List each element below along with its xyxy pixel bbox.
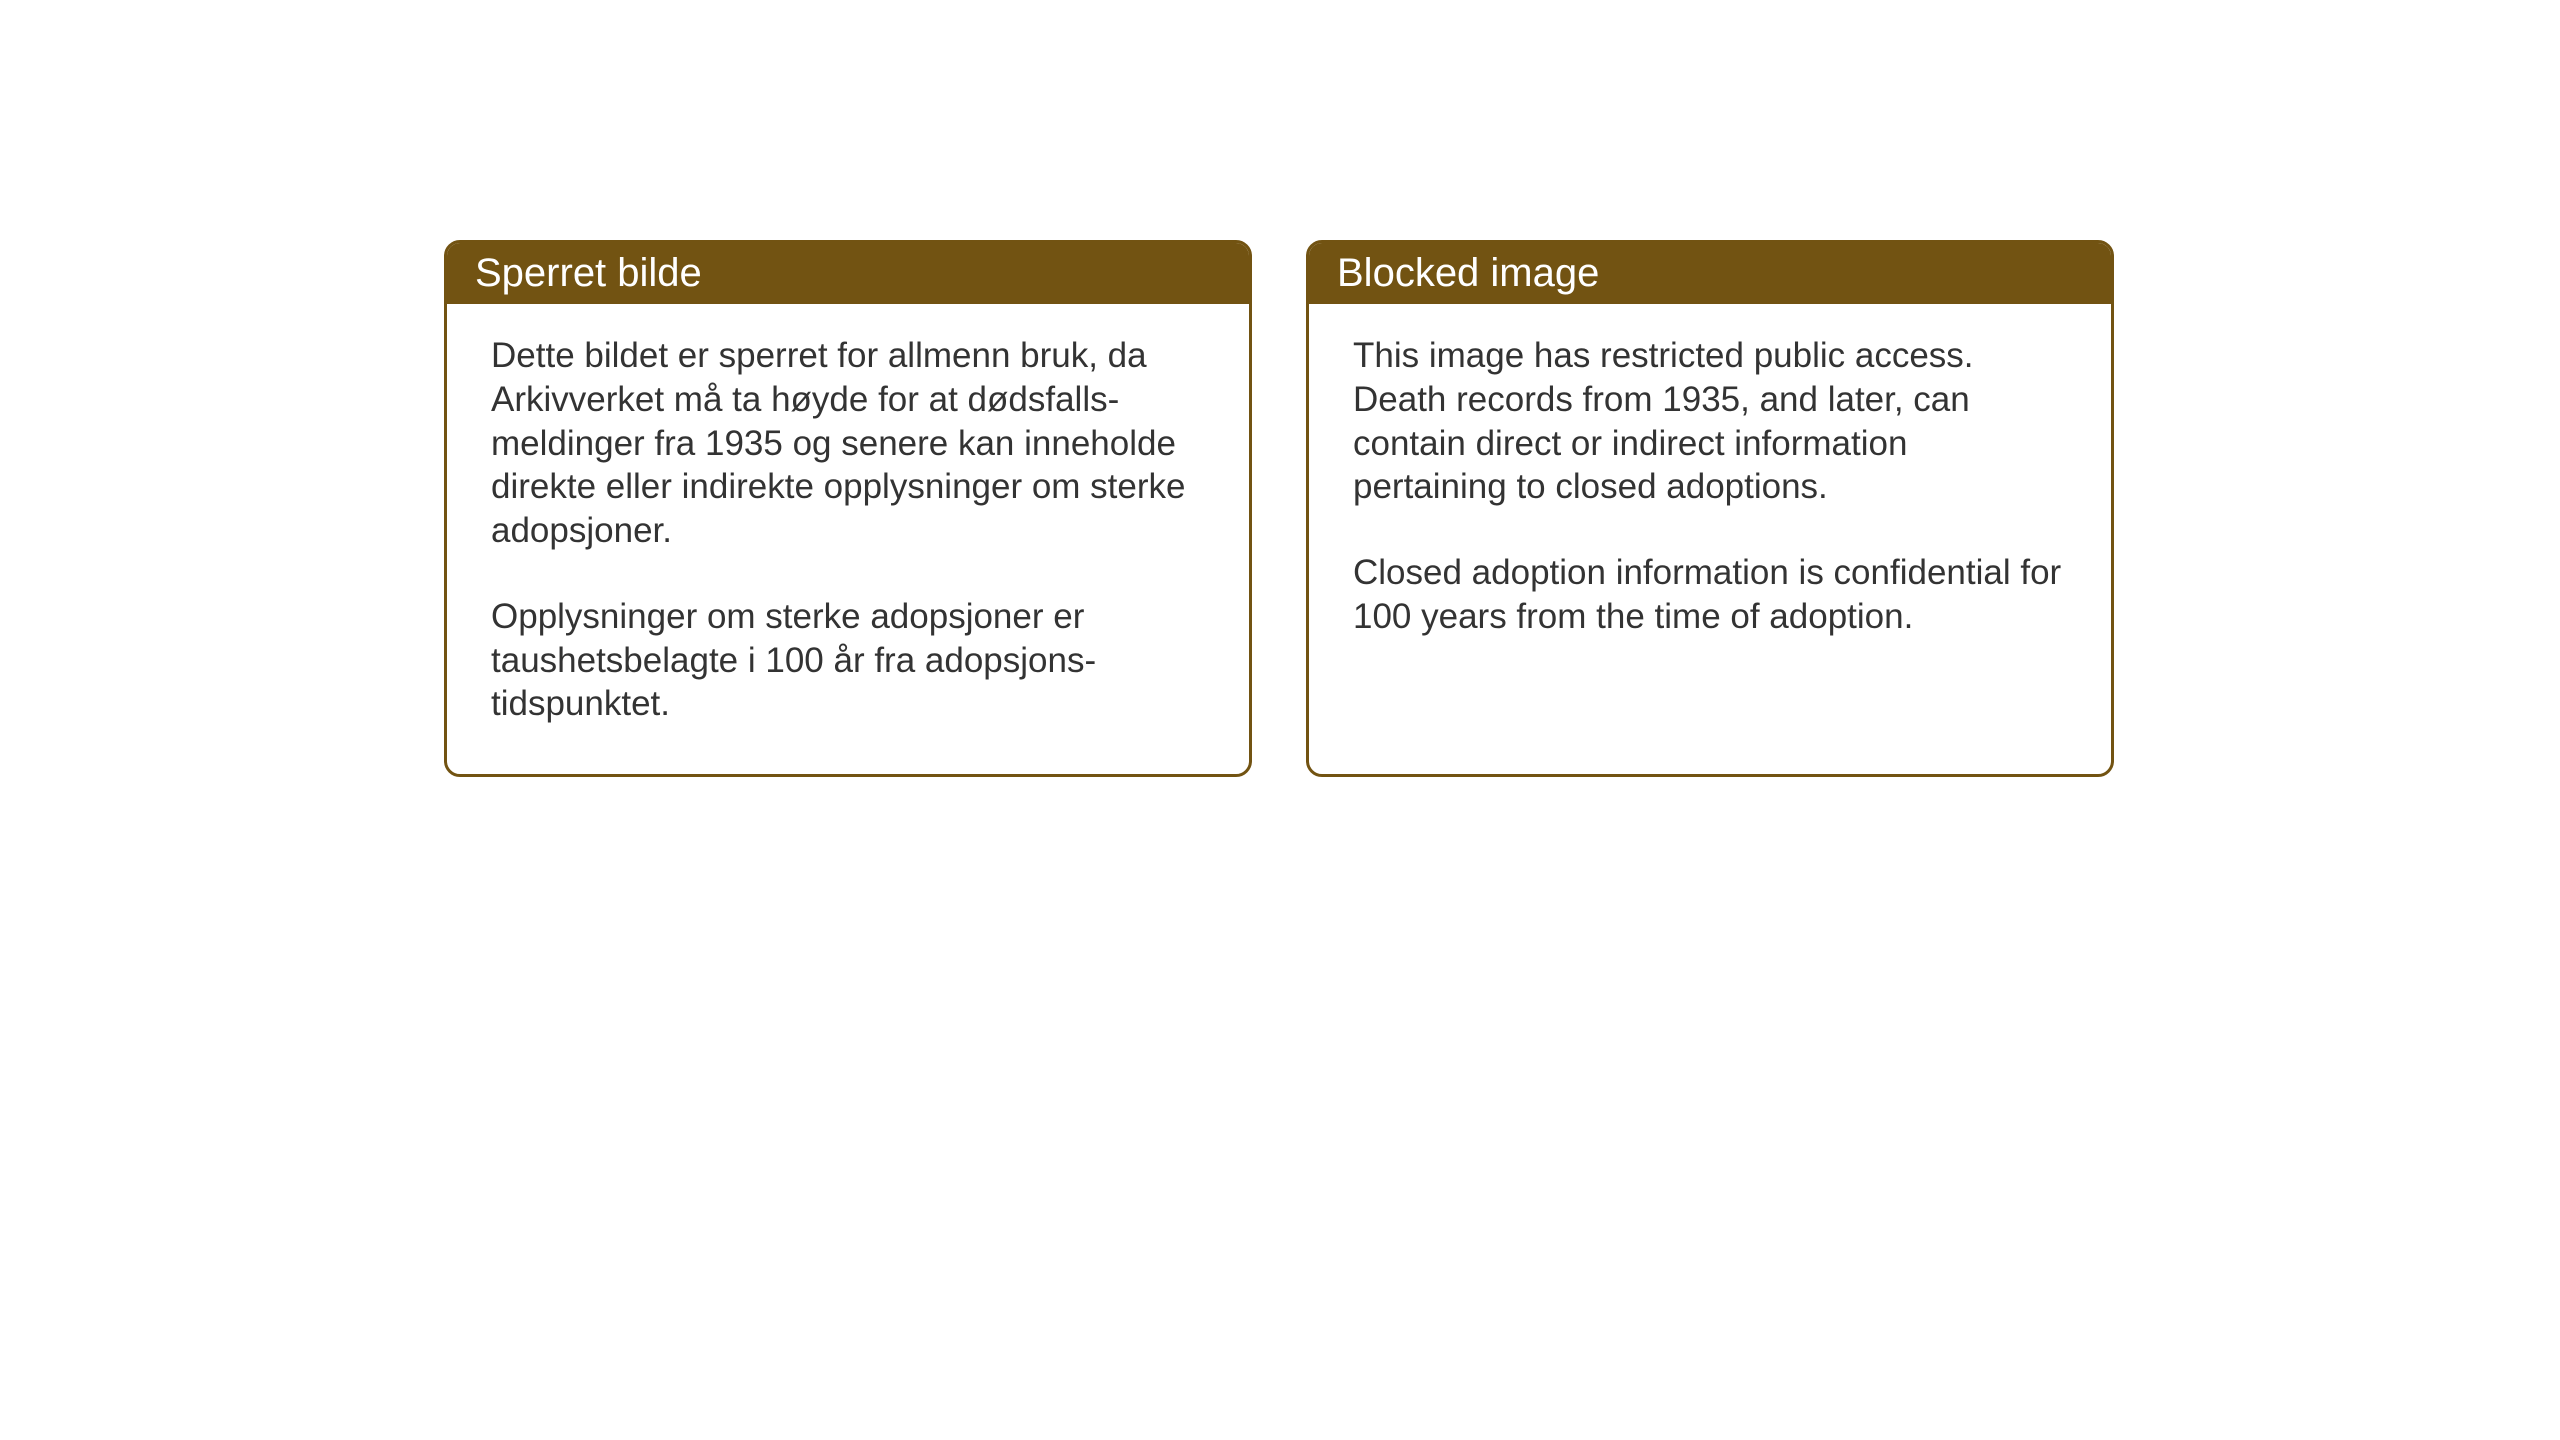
card-paragraph-2-english: Closed adoption information is confident… — [1353, 551, 2067, 639]
card-title-english: Blocked image — [1337, 251, 1599, 295]
notification-cards-container: Sperret bilde Dette bildet er sperret fo… — [444, 240, 2114, 777]
card-paragraph-1-english: This image has restricted public access.… — [1353, 334, 2067, 509]
card-body-norwegian: Dette bildet er sperret for allmenn bruk… — [447, 304, 1249, 774]
card-title-norwegian: Sperret bilde — [475, 251, 702, 295]
blocked-image-card-english: Blocked image This image has restricted … — [1306, 240, 2114, 777]
card-header-norwegian: Sperret bilde — [447, 243, 1249, 304]
blocked-image-card-norwegian: Sperret bilde Dette bildet er sperret fo… — [444, 240, 1252, 777]
card-paragraph-2-norwegian: Opplysninger om sterke adopsjoner er tau… — [491, 595, 1205, 726]
card-body-english: This image has restricted public access.… — [1309, 304, 2111, 687]
card-header-english: Blocked image — [1309, 243, 2111, 304]
card-paragraph-1-norwegian: Dette bildet er sperret for allmenn bruk… — [491, 334, 1205, 553]
